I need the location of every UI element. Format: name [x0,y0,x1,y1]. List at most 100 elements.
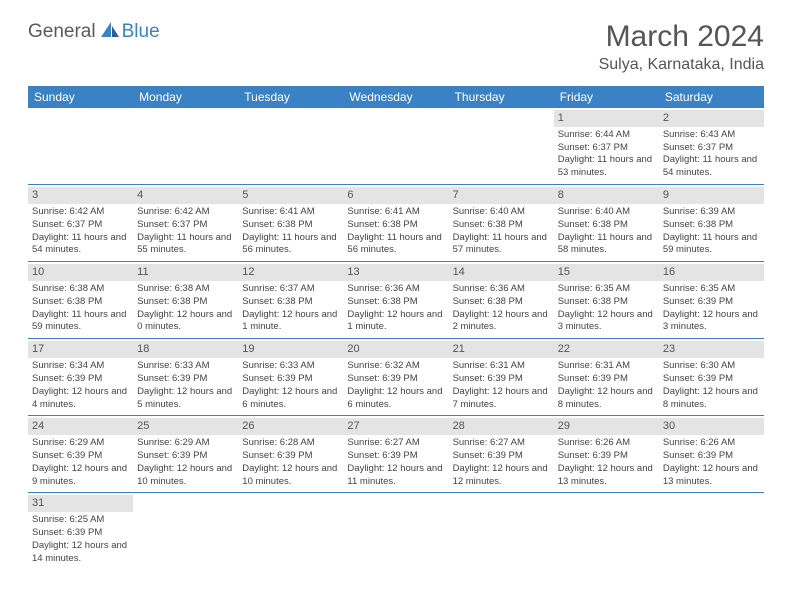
sunset-text: Sunset: 6:39 PM [347,373,444,386]
sunset-text: Sunset: 6:38 PM [242,219,339,232]
day-cell: 24Sunrise: 6:29 AMSunset: 6:39 PMDayligh… [28,416,133,492]
sunset-text: Sunset: 6:39 PM [558,373,655,386]
day-cell: 4Sunrise: 6:42 AMSunset: 6:37 PMDaylight… [133,185,238,261]
dow-cell: Thursday [449,86,554,108]
day-cell: 22Sunrise: 6:31 AMSunset: 6:39 PMDayligh… [554,339,659,415]
sunrise-text: Sunrise: 6:37 AM [242,283,339,296]
sunrise-text: Sunrise: 6:26 AM [558,437,655,450]
day-number: 28 [449,418,554,435]
day-cell: 11Sunrise: 6:38 AMSunset: 6:38 PMDayligh… [133,262,238,338]
day-number: 2 [659,110,764,127]
page-title: March 2024 [599,20,764,54]
sunrise-text: Sunrise: 6:31 AM [453,360,550,373]
day-number: 5 [238,187,343,204]
header: General Blue March 2024 Sulya, Karnataka… [28,20,764,74]
daylight-text: Daylight: 12 hours and 8 minutes. [663,386,760,412]
day-number: 11 [133,264,238,281]
calendar: SundayMondayTuesdayWednesdayThursdayFrid… [28,86,764,570]
daylight-text: Daylight: 12 hours and 9 minutes. [32,463,129,489]
day-number: 9 [659,187,764,204]
sunrise-text: Sunrise: 6:36 AM [453,283,550,296]
day-number: 22 [554,341,659,358]
day-number: 15 [554,264,659,281]
daylight-text: Daylight: 11 hours and 53 minutes. [558,154,655,180]
day-cell: 20Sunrise: 6:32 AMSunset: 6:39 PMDayligh… [343,339,448,415]
day-cell: 15Sunrise: 6:35 AMSunset: 6:38 PMDayligh… [554,262,659,338]
daylight-text: Daylight: 12 hours and 5 minutes. [137,386,234,412]
sunrise-text: Sunrise: 6:27 AM [347,437,444,450]
sunrise-text: Sunrise: 6:38 AM [137,283,234,296]
sunset-text: Sunset: 6:37 PM [32,219,129,232]
sunset-text: Sunset: 6:39 PM [137,373,234,386]
sunrise-text: Sunrise: 6:38 AM [32,283,129,296]
week-row: 17Sunrise: 6:34 AMSunset: 6:39 PMDayligh… [28,339,764,416]
day-cell: 26Sunrise: 6:28 AMSunset: 6:39 PMDayligh… [238,416,343,492]
day-number: 19 [238,341,343,358]
day-cell: 19Sunrise: 6:33 AMSunset: 6:39 PMDayligh… [238,339,343,415]
day-number: 31 [28,495,133,512]
dow-cell: Saturday [659,86,764,108]
location-text: Sulya, Karnataka, India [599,56,764,74]
day-cell [659,493,764,569]
day-cell: 30Sunrise: 6:26 AMSunset: 6:39 PMDayligh… [659,416,764,492]
day-number: 21 [449,341,554,358]
daylight-text: Daylight: 11 hours and 54 minutes. [663,154,760,180]
day-cell [449,108,554,184]
sunrise-text: Sunrise: 6:34 AM [32,360,129,373]
week-row: 31Sunrise: 6:25 AMSunset: 6:39 PMDayligh… [28,493,764,569]
day-number: 10 [28,264,133,281]
day-cell: 31Sunrise: 6:25 AMSunset: 6:39 PMDayligh… [28,493,133,569]
sunset-text: Sunset: 6:39 PM [453,373,550,386]
sunrise-text: Sunrise: 6:39 AM [663,206,760,219]
day-cell: 18Sunrise: 6:33 AMSunset: 6:39 PMDayligh… [133,339,238,415]
sunrise-text: Sunrise: 6:40 AM [558,206,655,219]
sunrise-text: Sunrise: 6:30 AM [663,360,760,373]
sunrise-text: Sunrise: 6:44 AM [558,129,655,142]
day-number: 13 [343,264,448,281]
logo-text-blue: Blue [122,21,160,43]
sunset-text: Sunset: 6:38 PM [347,219,444,232]
daylight-text: Daylight: 12 hours and 14 minutes. [32,540,129,566]
week-row: 3Sunrise: 6:42 AMSunset: 6:37 PMDaylight… [28,185,764,262]
sunrise-text: Sunrise: 6:26 AM [663,437,760,450]
dow-cell: Monday [133,86,238,108]
sunset-text: Sunset: 6:38 PM [242,296,339,309]
logo-sail-icon [100,20,120,43]
day-number: 25 [133,418,238,435]
sunrise-text: Sunrise: 6:42 AM [32,206,129,219]
day-cell: 21Sunrise: 6:31 AMSunset: 6:39 PMDayligh… [449,339,554,415]
day-cell: 13Sunrise: 6:36 AMSunset: 6:38 PMDayligh… [343,262,448,338]
sunrise-text: Sunrise: 6:29 AM [32,437,129,450]
sunset-text: Sunset: 6:39 PM [32,373,129,386]
daylight-text: Daylight: 11 hours and 57 minutes. [453,232,550,258]
dow-cell: Friday [554,86,659,108]
daylight-text: Daylight: 12 hours and 3 minutes. [558,309,655,335]
day-number: 29 [554,418,659,435]
day-cell [133,493,238,569]
day-number: 18 [133,341,238,358]
daylight-text: Daylight: 12 hours and 6 minutes. [242,386,339,412]
sunset-text: Sunset: 6:39 PM [137,450,234,463]
day-cell: 10Sunrise: 6:38 AMSunset: 6:38 PMDayligh… [28,262,133,338]
day-cell [343,493,448,569]
sunset-text: Sunset: 6:38 PM [453,219,550,232]
sunrise-text: Sunrise: 6:29 AM [137,437,234,450]
sunrise-text: Sunrise: 6:31 AM [558,360,655,373]
sunset-text: Sunset: 6:38 PM [137,296,234,309]
title-block: March 2024 Sulya, Karnataka, India [599,20,764,74]
sunset-text: Sunset: 6:37 PM [663,142,760,155]
sunset-text: Sunset: 6:37 PM [558,142,655,155]
sunset-text: Sunset: 6:38 PM [453,296,550,309]
day-cell: 23Sunrise: 6:30 AMSunset: 6:39 PMDayligh… [659,339,764,415]
day-cell [238,108,343,184]
sunrise-text: Sunrise: 6:35 AM [558,283,655,296]
day-cell: 1Sunrise: 6:44 AMSunset: 6:37 PMDaylight… [554,108,659,184]
day-cell: 2Sunrise: 6:43 AMSunset: 6:37 PMDaylight… [659,108,764,184]
sunset-text: Sunset: 6:39 PM [558,450,655,463]
sunset-text: Sunset: 6:39 PM [663,296,760,309]
daylight-text: Daylight: 12 hours and 13 minutes. [663,463,760,489]
day-cell [133,108,238,184]
sunrise-text: Sunrise: 6:41 AM [242,206,339,219]
sunrise-text: Sunrise: 6:35 AM [663,283,760,296]
daylight-text: Daylight: 12 hours and 10 minutes. [242,463,339,489]
